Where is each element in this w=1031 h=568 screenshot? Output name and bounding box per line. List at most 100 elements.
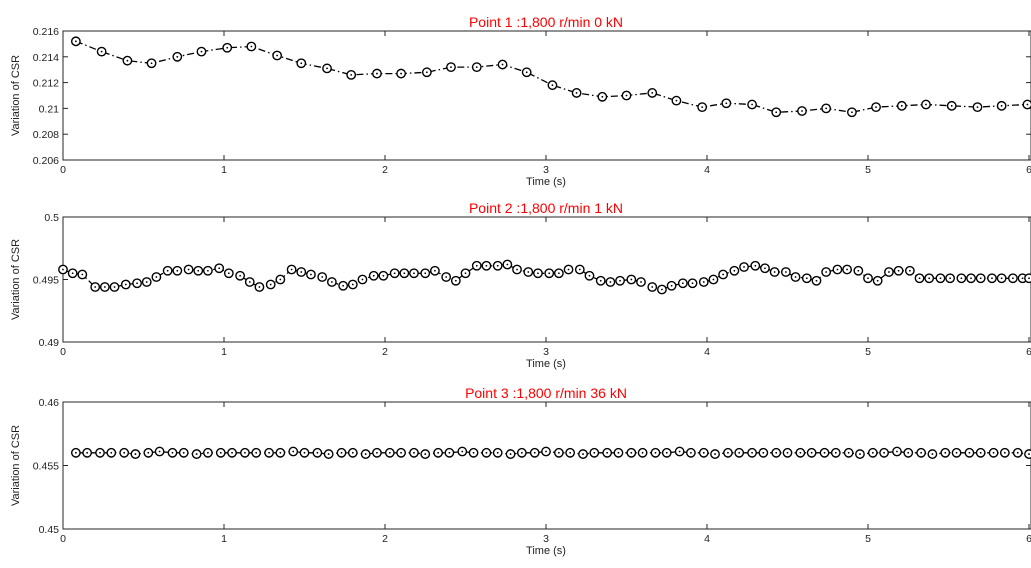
data-point-center [825, 107, 828, 110]
data-point-center [690, 451, 692, 454]
data-point-center [764, 267, 766, 270]
x-tick-label: 0 [60, 346, 66, 358]
data-point-center [678, 450, 681, 453]
data-point-center [327, 453, 330, 455]
data-point-center [851, 111, 853, 114]
data-point-center [103, 286, 106, 288]
data-point-center [239, 274, 242, 277]
data-point-center [823, 451, 826, 454]
data-point-center [94, 286, 97, 288]
data-point-center [303, 451, 306, 454]
data-point-center [218, 267, 221, 270]
data-point-center [931, 453, 934, 455]
data-point-center [928, 277, 931, 280]
data-point-center [702, 451, 705, 454]
x-tick-label: 5 [865, 164, 871, 176]
data-point-center [773, 271, 776, 273]
data-point-center [1026, 103, 1029, 106]
data-point-center [970, 277, 972, 280]
data-point-center [599, 279, 602, 282]
data-point-center [388, 451, 391, 454]
x-tick-label: 1 [221, 164, 227, 176]
x-axis-label: Time (s) [526, 545, 566, 557]
data-point-center [86, 451, 89, 454]
data-point-center [701, 106, 704, 109]
data-point-center [250, 45, 253, 48]
data-point-center [400, 451, 402, 454]
data-point-center [475, 66, 478, 69]
plot-area [62, 30, 1031, 161]
data-point-center [413, 272, 415, 275]
data-point-center [670, 284, 673, 287]
data-point-center [527, 271, 530, 273]
x-tick-label: 0 [60, 164, 66, 176]
x-tick-label: 0 [60, 533, 66, 545]
chart-title: Point 2 :1,800 r/min 1 kN [469, 200, 623, 216]
data-point-center [794, 276, 797, 278]
data-point-center [342, 284, 345, 287]
data-point-center [145, 281, 148, 283]
x-tick-label: 4 [704, 533, 710, 545]
y-tick-label: 0.206 [33, 155, 59, 167]
data-point-center [150, 62, 153, 65]
data-point-center [424, 272, 427, 275]
data-point-center [1012, 277, 1014, 280]
data-point-center [134, 453, 137, 455]
data-point-center [475, 264, 478, 267]
data-point-center [888, 271, 890, 273]
data-point-center [949, 277, 952, 280]
data-point-center [754, 264, 757, 267]
x-tick-label: 4 [704, 164, 710, 176]
data-point-center [74, 40, 77, 43]
data-point-center [681, 282, 684, 285]
data-point-center [300, 271, 303, 273]
chart-title: Point 1 :1,800 r/min 0 kN [469, 14, 623, 30]
data-point-center [506, 263, 509, 266]
data-point-center [548, 272, 551, 275]
data-point-center [448, 451, 451, 454]
data-point-center [619, 279, 621, 282]
data-point-center [751, 451, 753, 454]
data-point-center [316, 451, 319, 454]
data-point-center [654, 451, 657, 454]
data-point-center [71, 272, 74, 275]
data-point-center [630, 451, 633, 454]
data-point-center [176, 55, 179, 58]
data-point-center [661, 288, 663, 291]
data-point-center [450, 66, 452, 69]
data-point-center [434, 269, 436, 272]
x-tick-label: 1 [221, 533, 227, 545]
data-point-center [722, 273, 724, 276]
subplot-3: 0 1 2 3 4 5 6 0.45 0.455 0.46 Point 3 :1,800 r/min… [10, 385, 1031, 557]
data-point-center [520, 451, 523, 454]
y-tick-label: 0.49 [39, 337, 60, 349]
data-point-center [533, 451, 536, 454]
data-point-center [925, 103, 927, 106]
data-point [1024, 273, 1031, 284]
data-point-center [255, 451, 258, 454]
data-point-center [875, 106, 877, 109]
y-tick-label: 0.46 [39, 397, 60, 409]
data-point-center [960, 277, 963, 280]
data-point-center [784, 271, 787, 273]
data-point-center [195, 453, 198, 455]
data-point-center [557, 451, 560, 454]
data-point-center [425, 71, 428, 74]
data-point-center [1003, 451, 1006, 454]
y-tick-label: 0.216 [33, 26, 59, 38]
data-point-center [907, 451, 910, 454]
data-point-center [464, 272, 467, 275]
data-point-center [834, 451, 837, 454]
data-point-center [805, 277, 808, 280]
data-point-center [350, 73, 353, 76]
data-point-center [166, 269, 169, 272]
data-point-center [74, 451, 77, 454]
data-point-center [606, 451, 609, 454]
data-point-center [640, 281, 642, 283]
data-point-center [601, 95, 604, 98]
data-point-center [751, 103, 753, 106]
data-point-center [712, 278, 715, 281]
data-point-center [950, 104, 953, 107]
data-point-center [351, 283, 354, 286]
data-point-center [155, 276, 158, 278]
